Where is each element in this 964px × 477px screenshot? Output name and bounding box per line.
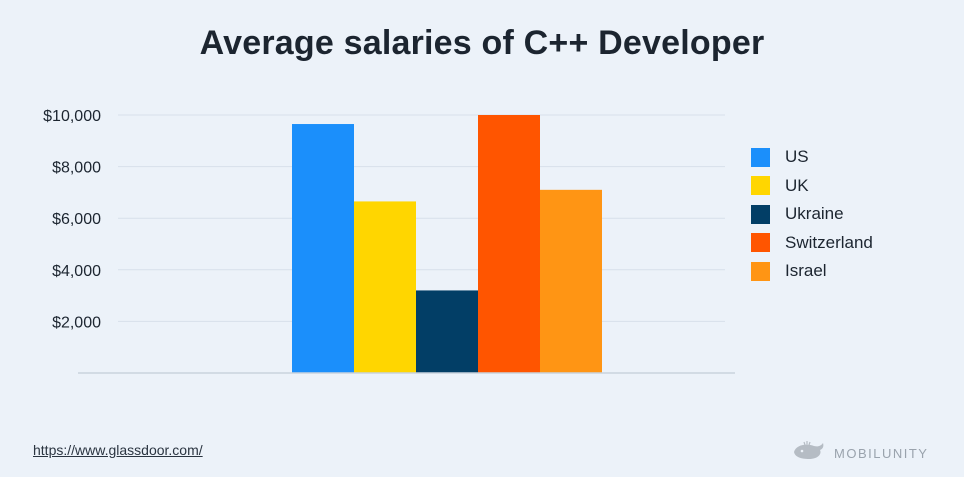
chart-legend: US UK Ukraine Switzerland Israel xyxy=(751,143,873,286)
bar-israel xyxy=(540,189,602,373)
y-axis-ticks: $2,000 $4,000 $6,000 $8,000 $10,000 xyxy=(43,108,101,331)
brand-name: MOBILUNITY xyxy=(834,446,929,461)
legend-swatch xyxy=(751,176,770,196)
y-tick-label: $4,000 xyxy=(52,263,101,280)
legend-item-ukraine: Ukraine xyxy=(751,200,873,229)
legend-swatch xyxy=(751,147,770,167)
y-tick-label: $2,000 xyxy=(52,314,101,331)
legend-label: Israel xyxy=(785,261,827,281)
bar-us xyxy=(292,124,354,373)
legend-item-us: US xyxy=(751,143,873,172)
chart-title: Average salaries of C++ Developer xyxy=(199,24,765,62)
legend-label: UK xyxy=(785,175,809,195)
legend-label: Switzerland xyxy=(785,232,873,252)
brand-logo: MOBILUNITY xyxy=(792,440,928,467)
bar-uk xyxy=(354,201,416,373)
y-tick-label: $10,000 xyxy=(43,108,101,125)
bar-switzerland xyxy=(478,115,540,373)
legend-label: US xyxy=(785,147,809,167)
y-tick-label: $8,000 xyxy=(52,160,101,177)
y-tick-label: $6,000 xyxy=(52,211,101,228)
legend-swatch xyxy=(751,261,770,281)
legend-item-israel: Israel xyxy=(751,257,873,286)
bars xyxy=(292,115,602,373)
legend-swatch xyxy=(751,233,770,253)
legend-label: Ukraine xyxy=(785,204,844,224)
legend-item-uk: UK xyxy=(751,172,873,201)
grid-lines xyxy=(118,114,725,322)
whale-logo-icon xyxy=(792,440,826,467)
source-link[interactable]: https://www.glassdoor.com/ xyxy=(33,442,203,458)
legend-item-switzerland: Switzerland xyxy=(751,229,873,258)
bar-ukraine xyxy=(416,290,478,373)
legend-swatch xyxy=(751,204,770,224)
